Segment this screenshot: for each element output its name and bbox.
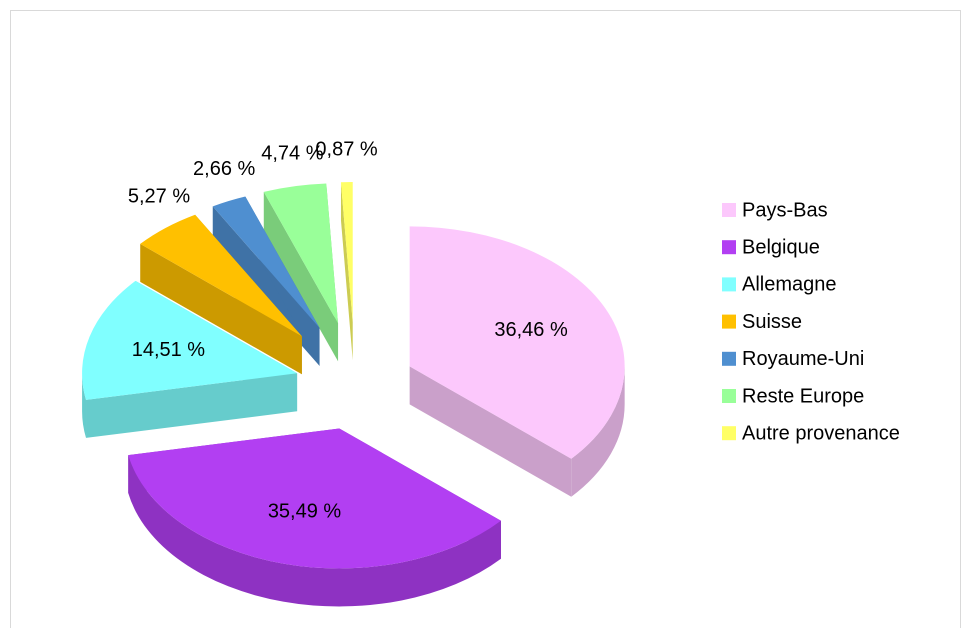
legend-label: Royaume-Uni	[742, 348, 864, 370]
slice-group	[409, 226, 625, 497]
slice-wall	[263, 191, 339, 362]
pie-slice	[128, 428, 501, 569]
data-label: 14,51 %	[132, 339, 206, 361]
slice-wall	[86, 373, 298, 438]
pie-slice	[263, 183, 339, 324]
slice-group	[340, 182, 353, 361]
legend-swatch	[722, 389, 736, 403]
legend-swatch	[722, 240, 736, 255]
slice-group	[128, 428, 501, 607]
slice-side	[82, 373, 87, 438]
data-label: 4,74 %	[261, 143, 323, 165]
legend-label: Allemagne	[742, 274, 837, 296]
legend-label: Suisse	[742, 311, 802, 333]
legend-swatch	[722, 203, 736, 217]
slice-group	[140, 214, 302, 375]
slice-group	[82, 280, 298, 438]
legend-label: Pays-Bas	[742, 199, 828, 221]
pie-slice	[140, 214, 302, 337]
slice-wall	[340, 182, 353, 361]
pie-slice	[82, 280, 298, 400]
pie-slice	[340, 182, 353, 323]
data-label: 36,46 %	[494, 319, 568, 341]
legend-swatch	[722, 277, 736, 292]
pie-slice	[409, 226, 625, 459]
legend-swatch	[722, 426, 736, 441]
data-label: 35,49 %	[268, 501, 342, 523]
slice-side	[128, 455, 501, 607]
slice-group	[263, 183, 339, 362]
pie-slice	[212, 196, 320, 328]
legend-swatch	[722, 351, 736, 366]
data-label: 0,87 %	[315, 138, 377, 160]
slice-wall	[409, 366, 572, 497]
legend-label: Belgique	[742, 236, 820, 258]
legend-label: Reste Europe	[742, 385, 864, 407]
chart-border	[10, 10, 961, 628]
legend-label: Autre provenance	[742, 422, 900, 444]
slice-wall	[140, 243, 302, 375]
slice-side	[571, 366, 625, 497]
data-label: 5,27 %	[128, 186, 190, 208]
data-label: 2,66 %	[193, 158, 255, 180]
legend-swatch	[722, 314, 736, 329]
